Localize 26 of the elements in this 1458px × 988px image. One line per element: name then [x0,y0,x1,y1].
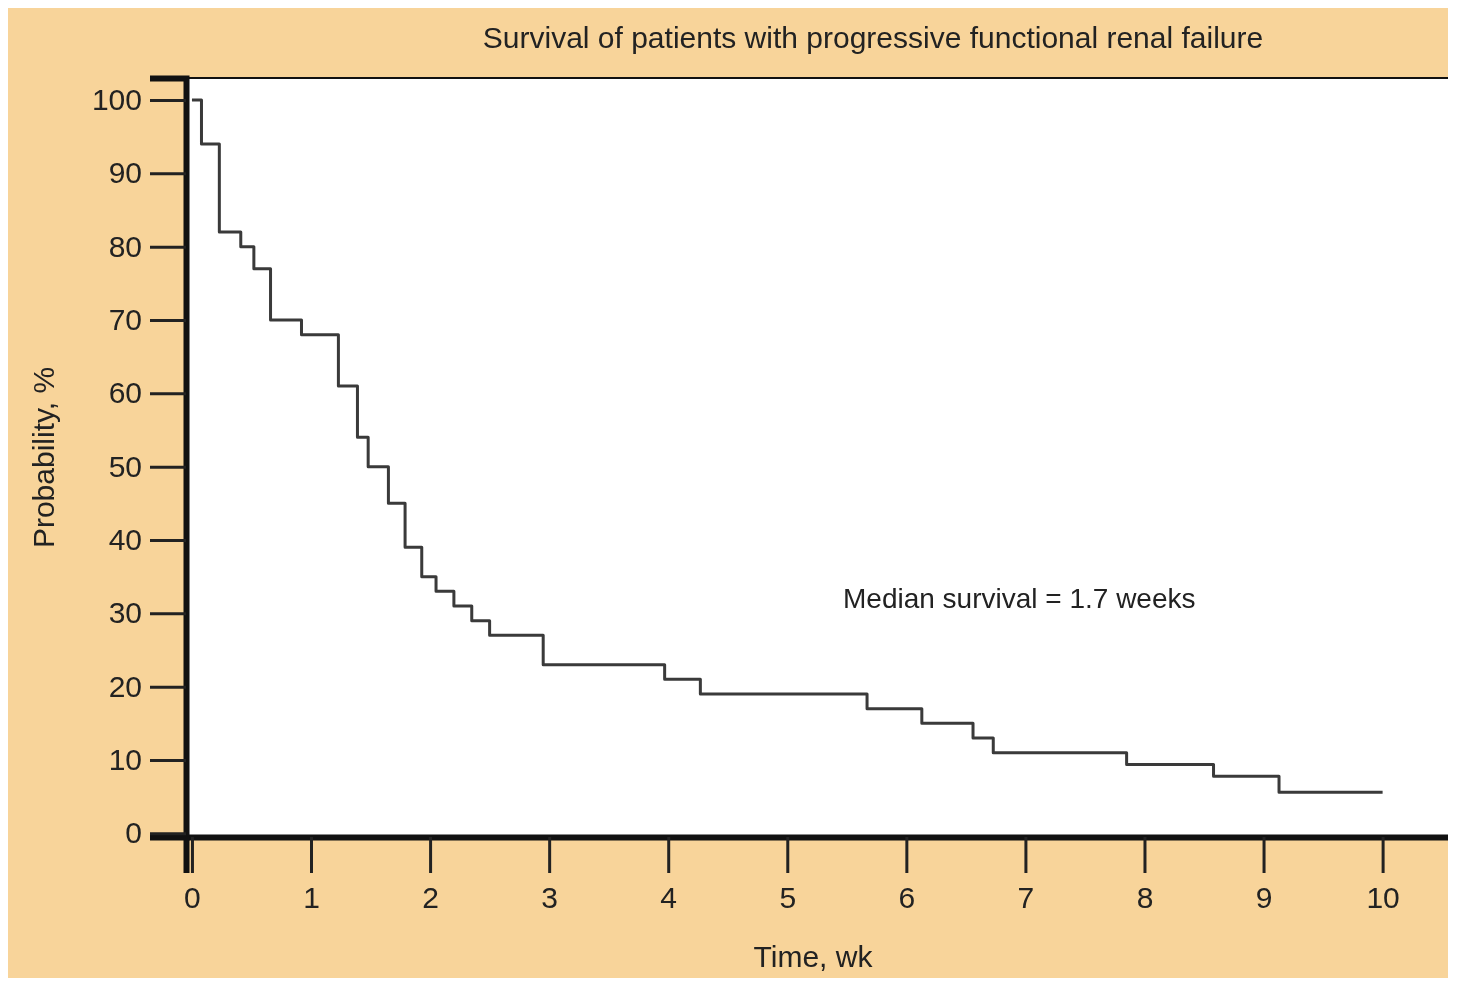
y-tick-label: 0 [125,816,142,850]
x-tick-label: 3 [541,881,558,915]
x-tick-label: 4 [660,881,678,915]
x-tick-label: 1 [303,881,320,915]
x-axis-title: Time, wk [753,940,874,973]
x-tick-label: 8 [1136,881,1154,915]
y-tick-label: 90 [108,156,142,190]
y-tick-label: 10 [108,743,142,777]
y-tick-label: 70 [108,303,142,337]
x-tick-label: 9 [1255,881,1273,915]
x-tick-label: 0 [184,881,201,915]
chart-title: Survival of patients with progressive functional renal failure [482,21,1264,54]
y-tick-label: 100 [91,83,142,117]
y-tick-label: 20 [108,669,142,703]
y-tick-label: 40 [108,523,142,557]
y-tick-label: 30 [108,596,142,630]
x-tick-label: 2 [422,881,439,915]
y-tick-label: 80 [108,229,142,263]
annotation: Median survival = 1.7 weeks [843,583,1196,614]
x-tick-label: 6 [898,881,916,915]
y-tick-label: 60 [108,376,142,410]
x-tick-label: 5 [779,881,797,915]
x-tick-label: 7 [1017,881,1035,915]
y-axis-title: Probability, % [27,366,60,549]
y-tick-label: 50 [108,449,142,483]
x-tick-label: 10 [1366,881,1400,915]
